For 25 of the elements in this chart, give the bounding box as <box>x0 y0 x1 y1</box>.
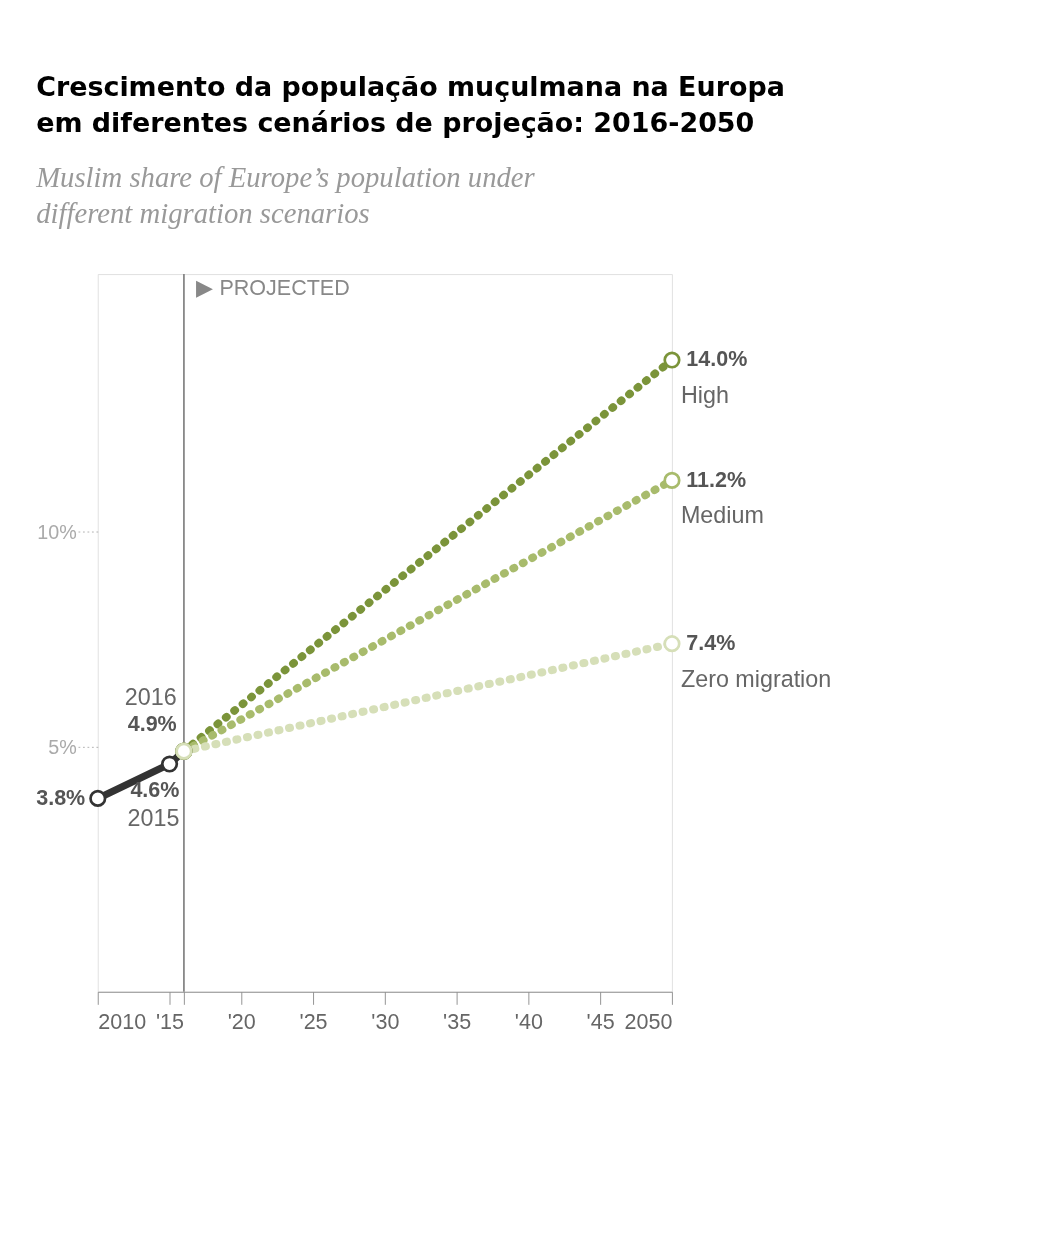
series-label: Medium <box>680 502 764 529</box>
series-label: High <box>680 382 729 409</box>
x-tick-label: '30 <box>371 1010 400 1035</box>
x-tick-label: '15 <box>155 1010 185 1035</box>
ref-line-label: ▶ PROJECTED <box>196 275 350 300</box>
x-tick-label: '25 <box>299 1010 328 1035</box>
x-tick-label: '35 <box>443 1010 472 1035</box>
data-label: 4.9% <box>127 711 177 736</box>
series-label: Zero migration <box>680 665 832 692</box>
chart-subtitle: Muslim share of Europe’s population under different migration scenarios <box>35 161 536 229</box>
data-label: 3.8% <box>36 785 86 810</box>
x-tick-label: '40 <box>514 1010 543 1035</box>
data-label: 7.4% <box>686 630 736 655</box>
x-tick-label: '45 <box>586 1010 615 1035</box>
chart-title: Crescimento da população muçulmana na Europa em diferentes cenários de projeção: 2016-2050 <box>36 71 785 139</box>
y-tick-label: 5% <box>48 735 77 758</box>
data-label: 11.2% <box>686 467 747 492</box>
data-label: 4.6% <box>130 778 180 803</box>
x-tick-label: '20 <box>227 1010 256 1035</box>
x-tick-label: 2010 <box>98 1010 147 1035</box>
data-label: 14.0% <box>686 347 748 372</box>
annotation: 2016 <box>124 684 177 711</box>
x-tick-label: 2050 <box>624 1010 673 1035</box>
annotation: 2015 <box>127 804 180 831</box>
y-tick-label: 10% <box>37 520 77 543</box>
